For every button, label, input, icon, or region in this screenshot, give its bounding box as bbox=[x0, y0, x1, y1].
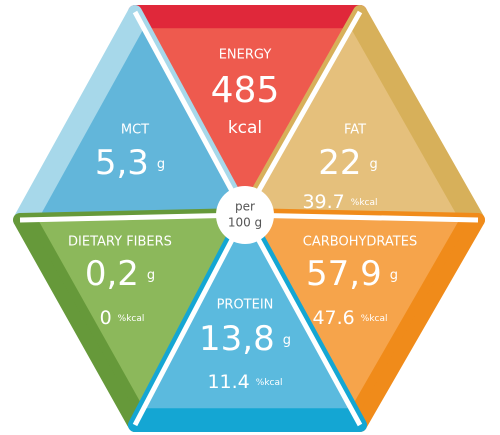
segment bbox=[143, 28, 351, 215]
segment-pct: 39.7 %kcal bbox=[302, 191, 377, 213]
segment-value: 57,9 g bbox=[306, 254, 398, 294]
segment-label: PROTEIN bbox=[217, 298, 274, 313]
separator bbox=[19, 212, 246, 223]
segment bbox=[143, 215, 351, 409]
unit: g bbox=[370, 157, 378, 172]
unit: g bbox=[390, 268, 398, 283]
center-circle bbox=[216, 186, 274, 244]
segment-value: 22 g bbox=[318, 143, 378, 183]
segment-value: 13,8 g bbox=[199, 319, 291, 359]
separator bbox=[132, 10, 248, 217]
value: 5,3 bbox=[95, 143, 149, 183]
pct: 0 bbox=[100, 307, 112, 329]
pct-unit: %kcal bbox=[118, 314, 145, 324]
pct-unit: %kcal bbox=[256, 378, 283, 388]
segment-label: MCT bbox=[121, 123, 149, 138]
segment bbox=[38, 215, 245, 409]
segment-label: DIETARY FIBERS bbox=[68, 235, 172, 250]
segment-value: 5,3 g bbox=[95, 143, 165, 183]
segment bbox=[38, 28, 245, 220]
segment-pct: 0 %kcal bbox=[100, 307, 145, 329]
center-text: per bbox=[235, 200, 255, 214]
value: 22 bbox=[318, 143, 361, 183]
segment-pct: 11.4 %kcal bbox=[207, 371, 282, 393]
segment-label: CARBOHYDRATES bbox=[303, 235, 417, 250]
unit: g bbox=[283, 333, 291, 348]
value: 13,8 bbox=[199, 319, 275, 359]
unit: g bbox=[157, 157, 165, 172]
pct-unit: %kcal bbox=[351, 198, 378, 208]
unit: kcal bbox=[228, 118, 262, 138]
segment-value: 0,2 g bbox=[85, 254, 155, 294]
separator bbox=[132, 213, 248, 427]
center-text: 100 g bbox=[228, 216, 262, 230]
pct: 11.4 bbox=[207, 371, 249, 393]
value: 0,2 bbox=[85, 254, 139, 294]
segment bbox=[245, 28, 460, 220]
segment-label: FAT bbox=[344, 123, 366, 138]
segment-pct: 47.6 %kcal bbox=[312, 307, 387, 329]
pct: 39.7 bbox=[302, 191, 344, 213]
separator bbox=[242, 10, 363, 217]
separator bbox=[244, 212, 479, 223]
unit: g bbox=[147, 268, 155, 283]
segment-value: 485 bbox=[211, 70, 280, 111]
segment-label: ENERGY bbox=[219, 48, 272, 63]
value: 485 bbox=[211, 70, 280, 111]
value: 57,9 bbox=[306, 254, 382, 294]
pct: 47.6 bbox=[312, 307, 354, 329]
pct-unit: %kcal bbox=[361, 314, 388, 324]
separator bbox=[242, 213, 363, 427]
segment bbox=[245, 215, 460, 409]
